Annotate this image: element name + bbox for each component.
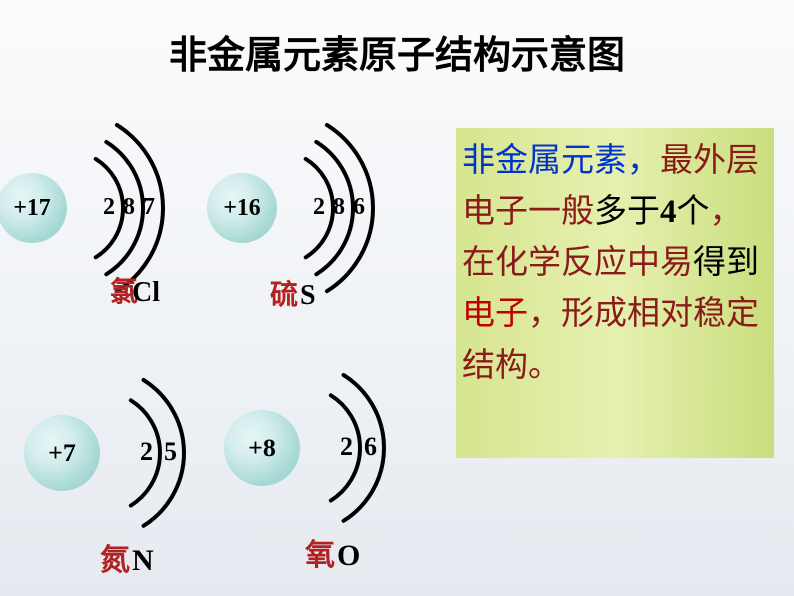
info-segment: 个 <box>677 194 710 230</box>
atom-label-o: 氧O <box>305 530 360 574</box>
electron-count: 6 <box>364 432 377 462</box>
electron-count: 7 <box>143 194 155 221</box>
info-segment: 4 <box>660 194 677 230</box>
atom-label-cl: 氯Cl <box>110 270 160 310</box>
info-segment: 得到 <box>693 245 759 281</box>
electron-count: 6 <box>353 194 365 221</box>
atom-label-symbol: O <box>337 539 360 572</box>
atom-label-symbol: S <box>300 280 316 311</box>
atom-label-s: 硫S <box>270 273 316 313</box>
atom-label-symbol: Cl <box>132 277 160 308</box>
electron-count: 8 <box>333 194 345 221</box>
electron-count: 2 <box>340 432 353 462</box>
electron-count: 2 <box>313 194 325 221</box>
info-segment: 多于 <box>594 194 660 230</box>
info-segment: 电子 <box>462 296 528 332</box>
electron-count: 2 <box>140 437 153 467</box>
electron-count: 2 <box>103 194 115 221</box>
info-box: 非金属元素，最外层电子一般多于4个，在化学反应中易得到电子，形成相对稳定结构。 <box>456 128 774 458</box>
info-segment: 非金属元素， <box>462 143 660 179</box>
electron-count: 8 <box>123 194 135 221</box>
page-title: 非金属元素原子结构示意图 <box>0 24 794 79</box>
atom-label-cn: 硫 <box>270 280 298 311</box>
electron-count: 5 <box>164 437 177 467</box>
atom-label-symbol: N <box>132 544 154 577</box>
atom-label-cn: 氧 <box>305 539 335 572</box>
atom-label-cn: 氮 <box>100 544 130 577</box>
atom-label-n: 氮N <box>100 535 154 579</box>
